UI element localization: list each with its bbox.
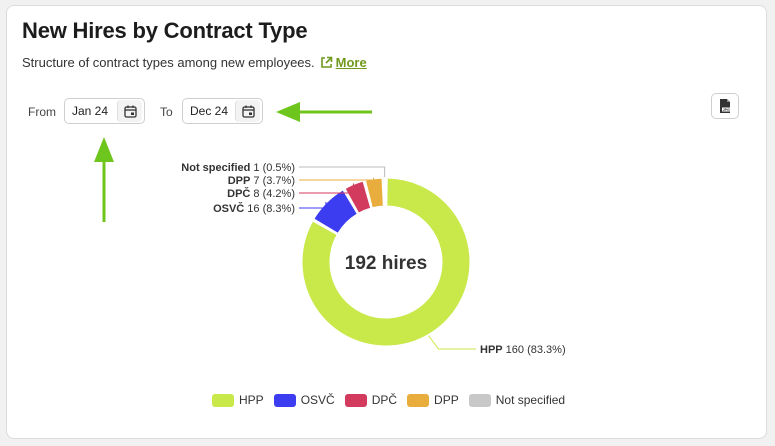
legend-item[interactable]: Not specified [468, 393, 566, 407]
slice-data-label: DPČ 8 (4.2%) [227, 187, 295, 200]
slice-data-label: OSVČ 16 (8.3%) [213, 202, 295, 215]
to-date-field[interactable]: Dec 24 [182, 98, 263, 124]
slice-data-label: Not specified 1 (0.5%) [181, 162, 295, 174]
legend-label: DPP [434, 393, 459, 407]
chart-legend: HPP OSVČ DPČ DPP Not specified [212, 393, 565, 407]
jpg-export-icon: JPG [720, 99, 731, 113]
callout-line [428, 335, 476, 350]
legend-swatch [344, 393, 367, 407]
calendar-icon[interactable] [117, 100, 142, 122]
export-jpg-button[interactable]: JPG [711, 93, 739, 119]
legend-swatch [407, 393, 430, 407]
subtitle-text: Structure of contract types among new em… [22, 55, 315, 70]
donut-slice-dp-[interactable] [344, 180, 372, 214]
legend-item[interactable]: OSVČ [273, 393, 335, 407]
more-label: More [335, 55, 367, 70]
external-link-icon [320, 56, 332, 68]
legend-label: Not specified [495, 393, 566, 407]
chart-subtitle: Structure of contract types among new em… [22, 55, 367, 70]
legend-swatch [212, 393, 234, 407]
to-label: To [160, 105, 173, 119]
legend-item[interactable]: DPP [407, 393, 459, 407]
calendar-icon[interactable] [235, 100, 260, 122]
svg-text:JPG: JPG [723, 108, 730, 112]
green-arrow [276, 102, 372, 122]
chart-card [6, 5, 767, 439]
donut-slice-not-specified[interactable] [384, 177, 386, 207]
callout-line [299, 183, 354, 194]
callout-line [299, 177, 375, 181]
more-link[interactable]: More [320, 55, 367, 70]
to-date-value: Dec 24 [190, 104, 229, 118]
donut-center-label: 192 hires [345, 253, 427, 274]
slice-data-label: HPP 160 (83.3%) [480, 344, 566, 356]
from-label: From [28, 105, 56, 119]
donut-slice-dpp[interactable] [364, 177, 384, 209]
legend-label: DPČ [371, 393, 398, 407]
from-date-value: Jan 24 [72, 104, 109, 118]
legend-label: OSVČ [300, 393, 335, 407]
donut-slice-osv-[interactable] [313, 189, 358, 234]
legend-item[interactable]: DPČ [344, 393, 398, 407]
callout-line [299, 166, 386, 178]
legend-swatch [468, 393, 491, 407]
legend-swatch [273, 393, 296, 407]
from-date-field[interactable]: Jan 24 [64, 98, 145, 124]
callout-line [299, 201, 327, 209]
donut-slice-hpp[interactable] [301, 177, 471, 347]
legend-item[interactable]: HPP [212, 393, 264, 407]
green-arrow [94, 137, 114, 222]
page-title: New Hires by Contract Type [22, 18, 308, 43]
legend-label: HPP [239, 393, 264, 407]
slice-data-label: DPP 7 (3.7%) [228, 175, 295, 187]
